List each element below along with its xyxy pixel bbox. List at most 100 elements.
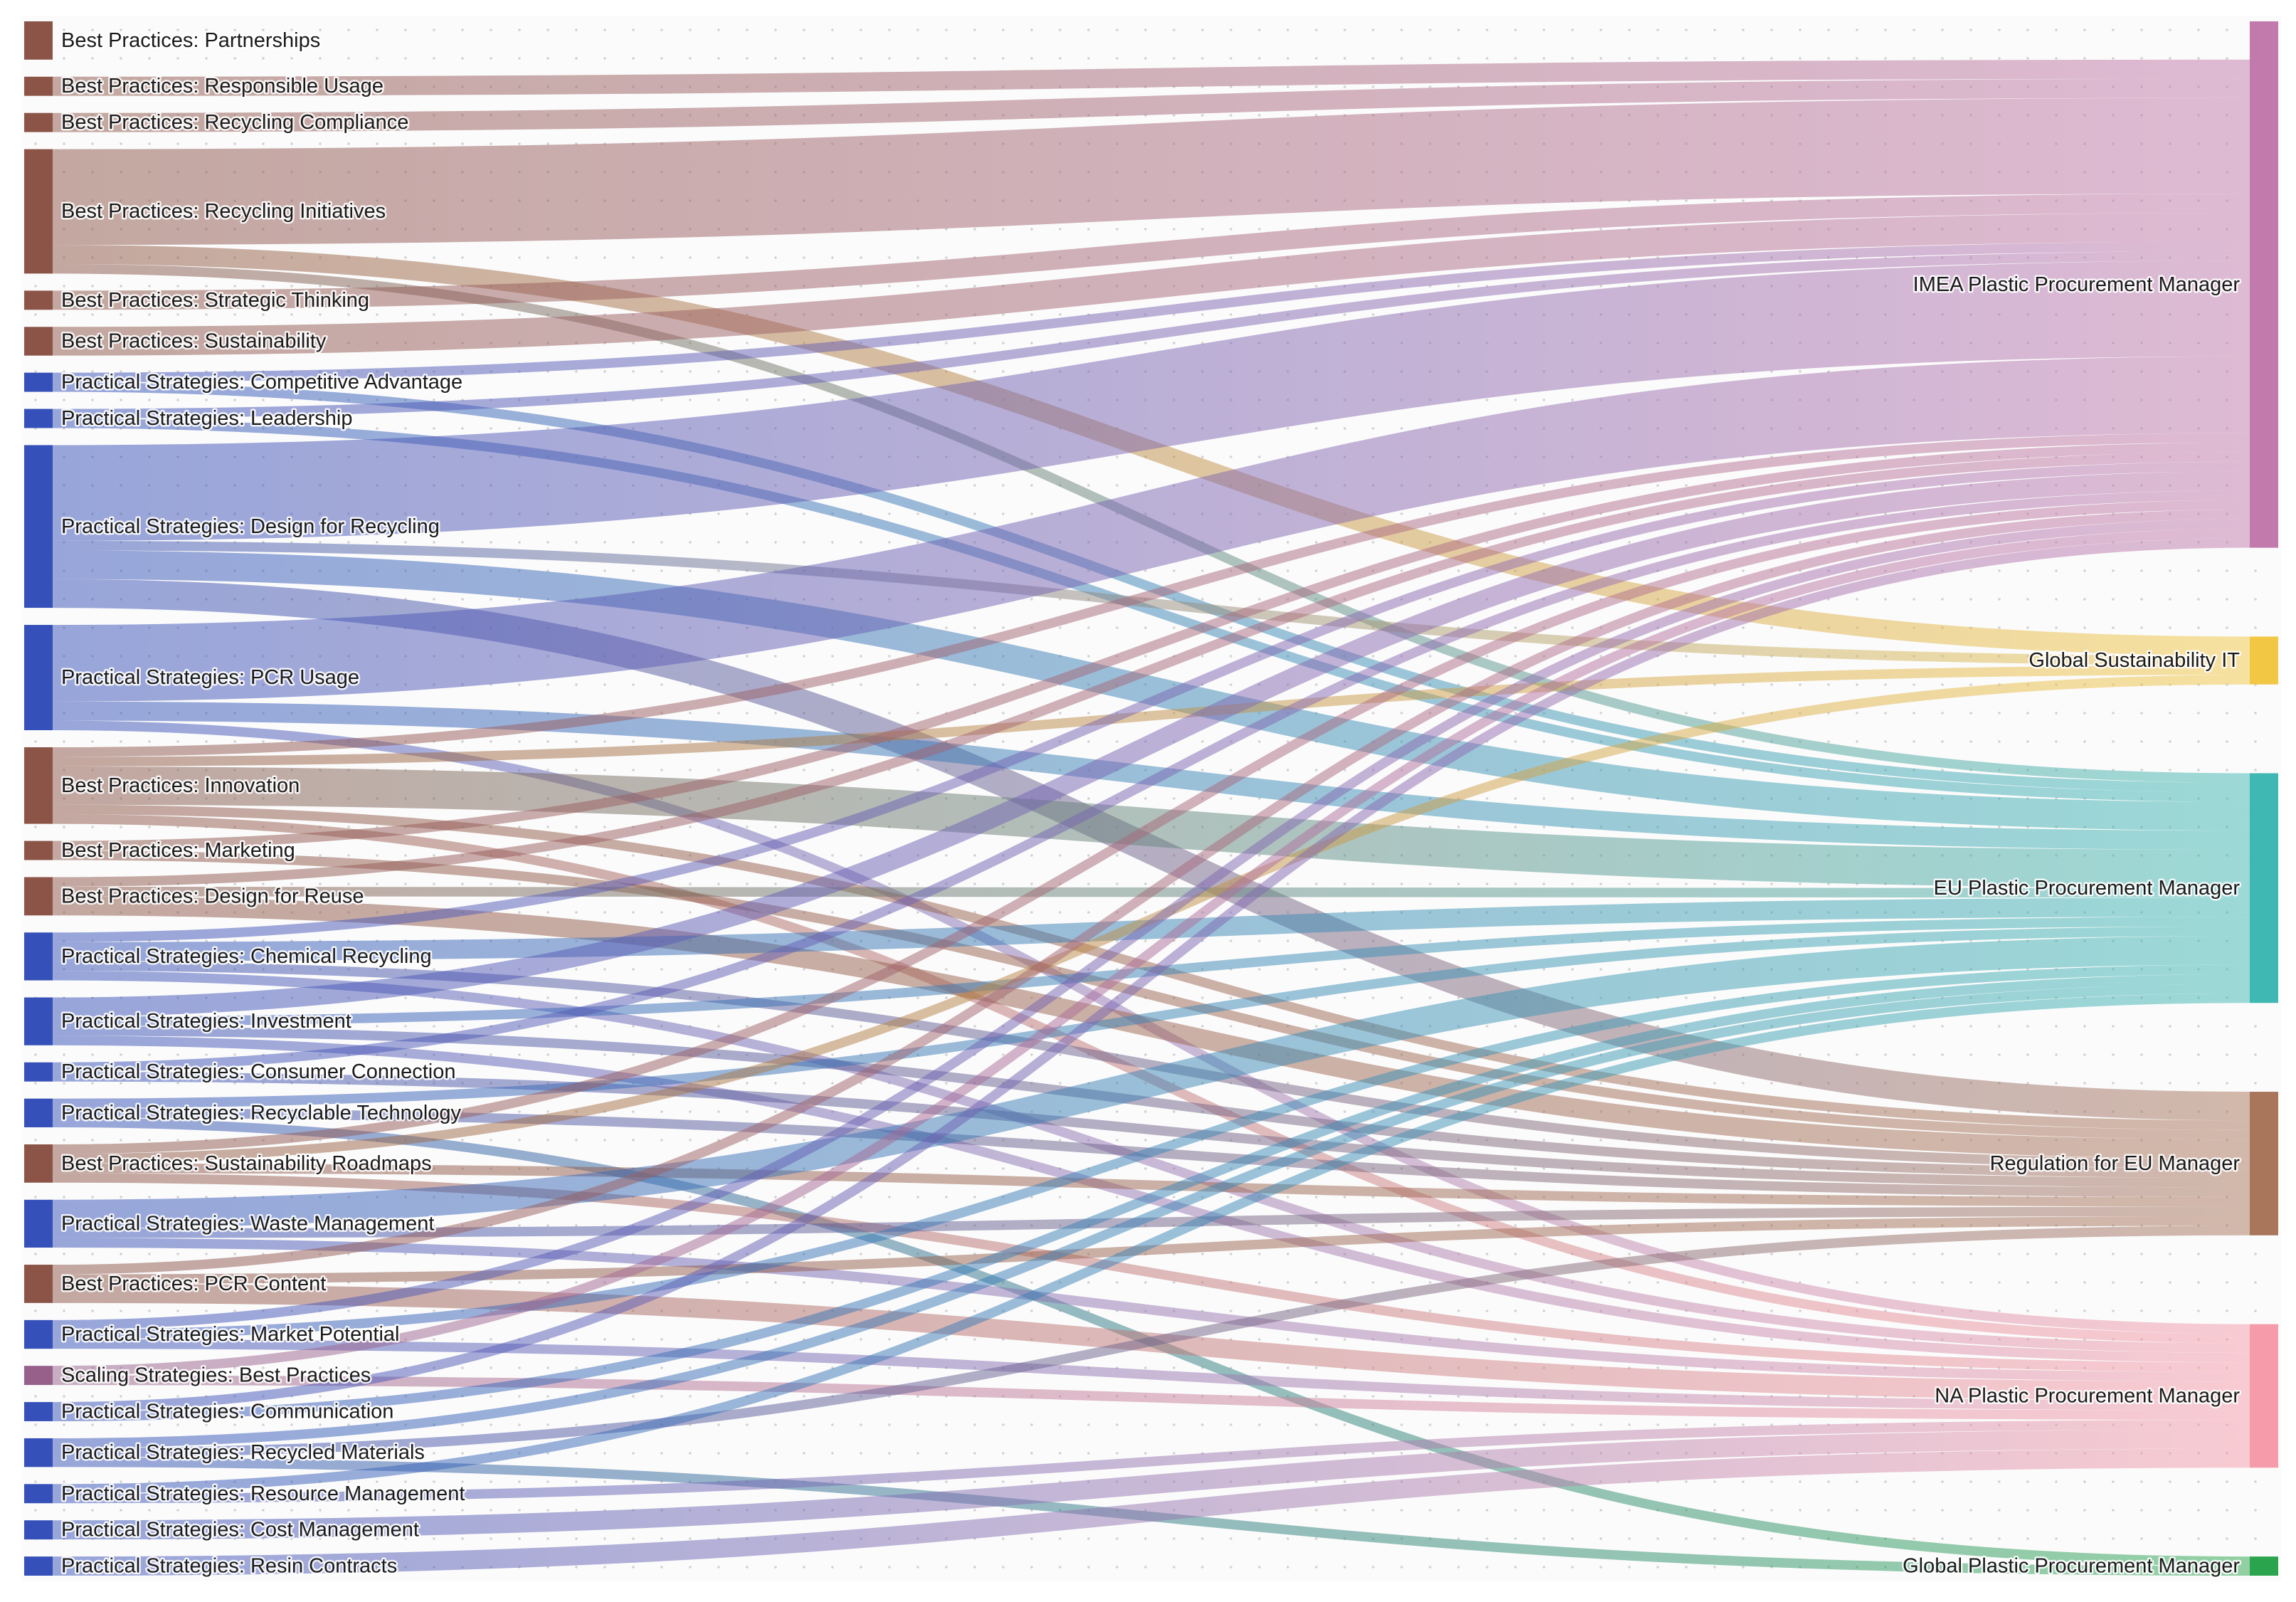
link-practical-strategies-market-potential-to-imea	[52, 519, 2250, 1330]
link-practical-strategies-recycled-materials-to-reg	[52, 1226, 2250, 1458]
source-node-practical-strategies-consumer-connection[interactable]	[24, 1062, 53, 1082]
link-best-practices-recycling-compliance-to-imea	[52, 78, 2250, 132]
link-practical-strategies-waste-management-to-na	[52, 1238, 2250, 1382]
link-practical-strategies-communication-to-eu	[52, 974, 2250, 1421]
link-practical-strategies-investment-to-imea	[52, 471, 2250, 1017]
link-best-practices-strategic-thinking-to-imea	[52, 194, 2250, 310]
link-practical-strategies-chemical-recycling-to-na	[52, 971, 2250, 1353]
source-label-best-practices-sustainability: Best Practices: Sustainability	[61, 330, 327, 352]
source-node-practical-strategies-recycled-materials[interactable]	[24, 1438, 53, 1467]
source-node-practical-strategies-design-for-recycling[interactable]	[24, 445, 53, 608]
source-node-best-practices-strategic-thinking[interactable]	[24, 290, 53, 310]
target-node-na[interactable]	[2250, 1324, 2278, 1468]
source-label-best-practices-recycling-compliance: Best Practices: Recycling Compliance	[61, 111, 408, 134]
source-node-practical-strategies-communication[interactable]	[24, 1402, 53, 1421]
source-label-practical-strategies-communication: Practical Strategies: Communication	[61, 1401, 393, 1423]
source-node-practical-strategies-recyclable-technology[interactable]	[24, 1098, 53, 1127]
source-node-best-practices-design-for-reuse[interactable]	[24, 877, 53, 916]
target-label-gsit: Global Sustainability IT	[2028, 649, 2240, 672]
source-node-practical-strategies-waste-management[interactable]	[24, 1199, 53, 1248]
source-label-best-practices-design-for-reuse: Best Practices: Design for Reuse	[61, 885, 364, 907]
source-node-practical-strategies-leadership[interactable]	[24, 409, 53, 428]
target-node-imea[interactable]	[2250, 21, 2278, 548]
link-best-practices-recycling-initiatives-to-gsit	[52, 245, 2250, 656]
source-node-best-practices-sustainability-roadmaps[interactable]	[24, 1144, 53, 1183]
labels-layer: Best Practices: Partnerships Best Practic…	[60, 27, 2242, 1579]
source-label-practical-strategies-waste-management: Practical Strategies: Waste Management	[61, 1212, 434, 1235]
link-practical-strategies-market-potential-to-eu	[52, 964, 2250, 1339]
target-label-imea: IMEA Plastic Procurement Manager	[1913, 273, 2241, 296]
source-label-practical-strategies-leadership: Practical Strategies: Leadership	[61, 407, 352, 430]
source-label-practical-strategies-chemical-recycling: Practical Strategies: Chemical Recycling	[61, 945, 432, 968]
source-label-practical-strategies-design-for-recycling: Practical Strategies: Design for Recycli…	[61, 515, 440, 538]
source-node-practical-strategies-competitive-advantage[interactable]	[24, 372, 53, 392]
source-node-best-practices-recycling-initiatives[interactable]	[24, 149, 53, 274]
link-practical-strategies-resource-management-to-eu	[52, 993, 2250, 1494]
source-label-practical-strategies-recyclable-technology: Practical Strategies: Recyclable Technol…	[61, 1102, 462, 1124]
source-label-best-practices-pcr-content: Best Practices: PCR Content	[61, 1272, 326, 1295]
link-scaling-strategies-best-practices-to-na	[52, 1375, 2250, 1421]
source-node-practical-strategies-chemical-recycling[interactable]	[24, 932, 53, 981]
link-best-practices-innovation-to-gsit	[52, 665, 2250, 766]
source-node-best-practices-marketing[interactable]	[24, 840, 53, 860]
source-node-practical-strategies-pcr-usage[interactable]	[24, 625, 53, 730]
source-node-practical-strategies-investment[interactable]	[24, 997, 53, 1045]
link-practical-strategies-recycled-materials-to-eu	[52, 984, 2250, 1448]
link-practical-strategies-chemical-recycling-to-imea	[52, 461, 2250, 942]
target-node-eu[interactable]	[2250, 773, 2278, 1003]
link-practical-strategies-design-for-recycling-to-imea	[52, 260, 2250, 541]
source-label-best-practices-responsible-usage: Best Practices: Responsible Usage	[61, 75, 383, 98]
link-practical-strategies-cost-management-to-na	[52, 1429, 2250, 1540]
source-node-best-practices-partnerships[interactable]	[24, 21, 53, 60]
source-label-best-practices-strategic-thinking: Best Practices: Strategic Thinking	[61, 289, 369, 312]
source-node-practical-strategies-cost-management[interactable]	[24, 1520, 53, 1540]
link-practical-strategies-pcr-usage-to-imea	[52, 356, 2250, 702]
target-label-reg: Regulation for EU Manager	[1990, 1152, 2241, 1175]
source-label-practical-strategies-competitive-advantage: Practical Strategies: Competitive Advant…	[61, 371, 462, 394]
source-node-practical-strategies-market-potential[interactable]	[24, 1319, 53, 1349]
link-best-practices-sustainability-roadmaps-to-imea	[52, 500, 2250, 1154]
source-label-practical-strategies-market-potential: Practical Strategies: Market Potential	[61, 1323, 399, 1346]
link-best-practices-marketing-to-imea	[52, 442, 2250, 851]
source-node-practical-strategies-resource-management[interactable]	[24, 1484, 53, 1504]
source-label-best-practices-innovation: Best Practices: Innovation	[61, 774, 300, 797]
source-label-practical-strategies-consumer-connection: Practical Strategies: Consumer Connectio…	[61, 1060, 455, 1083]
link-best-practices-pcr-content-to-imea	[52, 509, 2250, 1275]
target-label-na: NA Plastic Procurement Manager	[1935, 1384, 2240, 1407]
link-best-practices-marketing-to-reg	[52, 850, 2250, 1140]
target-label-gppm: Global Plastic Procurement Manager	[1903, 1555, 2240, 1578]
link-practical-strategies-waste-management-to-reg	[52, 1206, 2250, 1238]
link-practical-strategies-competitive-advantage-to-eu	[52, 382, 2250, 793]
target-node-gppm[interactable]	[2250, 1556, 2278, 1576]
links-layer	[52, 21, 2250, 1576]
source-label-scaling-strategies-best-practices: Scaling Strategies: Best Practices	[61, 1364, 371, 1387]
source-node-best-practices-recycling-compliance[interactable]	[24, 112, 53, 132]
link-best-practices-design-for-reuse-to-imea	[52, 452, 2250, 887]
source-label-practical-strategies-resin-contracts: Practical Strategies: Resin Contracts	[61, 1555, 397, 1578]
source-node-scaling-strategies-best-practices[interactable]	[24, 1366, 53, 1386]
source-node-best-practices-innovation[interactable]	[24, 747, 53, 824]
source-label-practical-strategies-resource-management: Practical Strategies: Resource Managemen…	[61, 1482, 465, 1505]
link-practical-strategies-design-for-recycling-to-eu	[52, 550, 2250, 831]
link-practical-strategies-recyclable-technology-to-eu	[52, 926, 2250, 1109]
source-node-practical-strategies-resin-contracts[interactable]	[24, 1556, 53, 1576]
source-node-best-practices-sustainability[interactable]	[24, 327, 53, 356]
target-node-gsit[interactable]	[2250, 636, 2278, 685]
target-label-eu: EU Plastic Procurement Manager	[1934, 877, 2241, 900]
link-best-practices-recycling-initiatives-to-imea	[52, 98, 2250, 246]
source-node-best-practices-responsible-usage[interactable]	[24, 76, 53, 96]
link-best-practices-responsible-usage-to-imea	[52, 59, 2250, 96]
link-practical-strategies-communication-to-imea	[52, 538, 2250, 1412]
source-label-practical-strategies-investment: Practical Strategies: Investment	[61, 1010, 351, 1033]
link-practical-strategies-design-for-recycling-to-gsit	[52, 540, 2250, 665]
target-node-reg[interactable]	[2250, 1092, 2278, 1235]
link-practical-strategies-resin-contracts-to-na	[52, 1448, 2250, 1576]
link-practical-strategies-leadership-to-imea	[52, 251, 2250, 419]
link-practical-strategies-consumer-connection-to-reg	[52, 1072, 2250, 1188]
sankey-canvas: Best Practices: Partnerships Best Practic…	[21, 16, 2281, 1581]
link-practical-strategies-competitive-advantage-to-imea	[52, 241, 2250, 383]
source-node-best-practices-pcr-content[interactable]	[24, 1265, 53, 1303]
link-practical-strategies-waste-management-to-eu	[52, 936, 2250, 1229]
link-best-practices-sustainability-roadmaps-to-reg	[52, 1163, 2250, 1207]
source-label-best-practices-sustainability-roadmaps: Best Practices: Sustainability Roadmaps	[61, 1152, 432, 1175]
